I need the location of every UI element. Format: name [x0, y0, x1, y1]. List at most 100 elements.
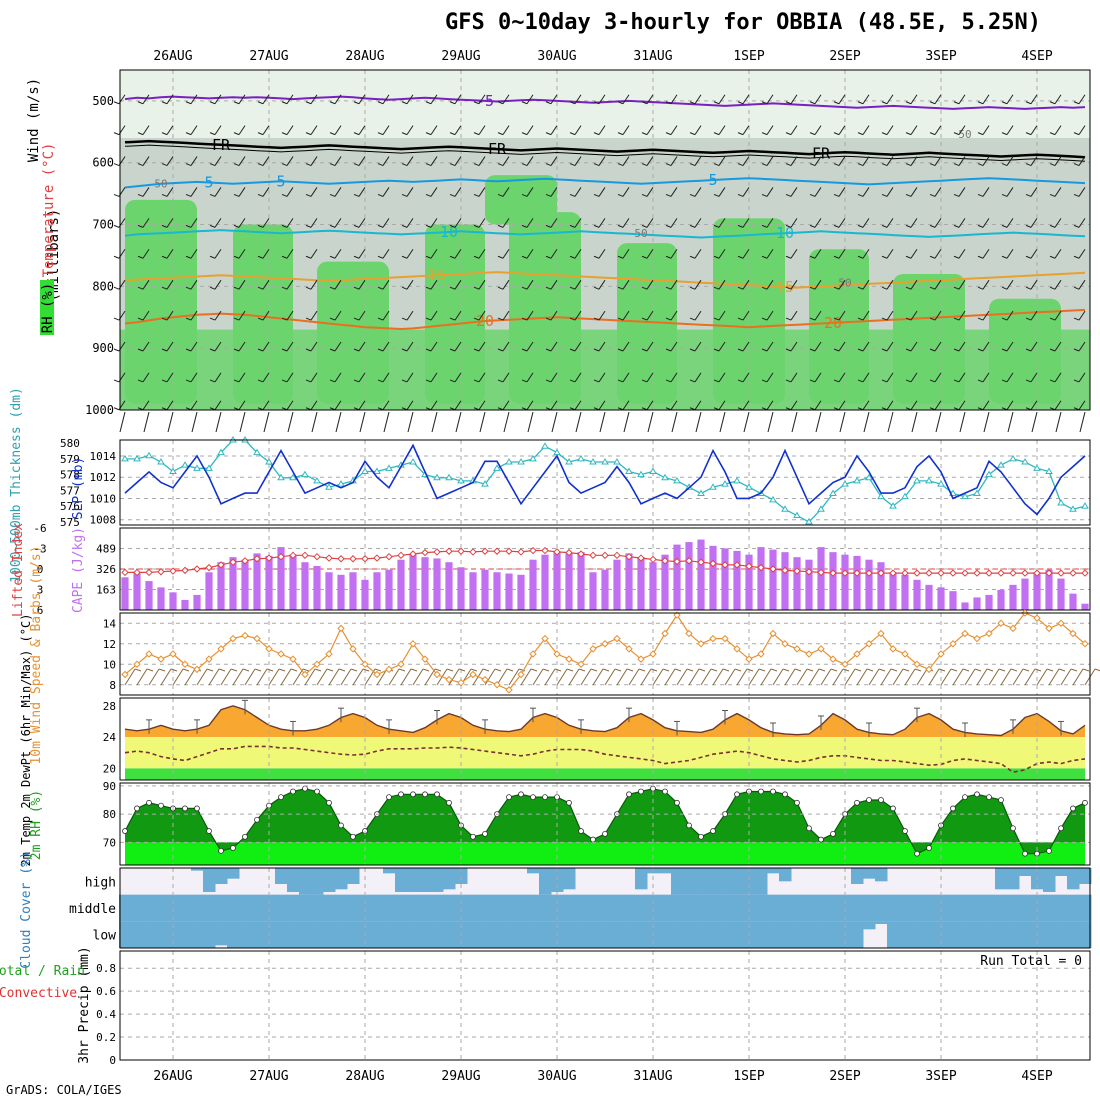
wind-barb: [358, 279, 366, 290]
surface-barb: [772, 668, 784, 686]
wind-barb: [1054, 94, 1062, 105]
wind-barb-flag: [401, 193, 408, 197]
wind-barb: [718, 372, 726, 383]
cloud-low-bar: [1055, 921, 1068, 948]
wind-barb: [838, 372, 846, 383]
surface-barb: [496, 668, 508, 686]
wind-speed-point: [793, 645, 801, 653]
cloud-high-bar: [287, 868, 300, 892]
wind-barb-flag: [425, 379, 432, 383]
thickness-point: [541, 442, 549, 449]
wind-barb: [430, 156, 438, 166]
wind-speed-point: [661, 629, 669, 638]
surface-wind-barb: [527, 411, 534, 433]
wind-barb: [694, 279, 702, 290]
thickness-point: [853, 476, 861, 484]
wind-barb-flag: [713, 193, 720, 197]
date-label-bottom: 28AUG: [345, 1069, 384, 1084]
lifted-index-point: [997, 569, 1005, 577]
wind-barb-flag: [377, 193, 384, 197]
wind-barb: [550, 400, 558, 411]
rh2m-point: [326, 799, 332, 806]
wind-barb: [478, 94, 486, 105]
wind-barb: [1078, 248, 1086, 259]
cloud-middle-bar: [371, 894, 384, 922]
cloud-high-bar: [227, 868, 240, 879]
wind-barb-flag: [1073, 132, 1080, 136]
wind-speed-point: [829, 655, 837, 663]
thickness-point: [193, 464, 201, 471]
cloud-low-bar: [395, 921, 408, 948]
wind-barb-flag: [353, 407, 360, 411]
wind-barb-flag: [113, 348, 120, 352]
wind-barb: [742, 218, 750, 228]
wind-speed-point: [913, 660, 921, 668]
wind-barb: [766, 372, 774, 383]
lifted-index-point: [145, 568, 153, 577]
wind-barb: [310, 372, 318, 383]
cloud-middle-bar: [515, 894, 528, 922]
wind-barb-flag: [713, 379, 720, 383]
wind-barb-flag: [1073, 193, 1080, 197]
rh2m-point: [506, 794, 512, 801]
wind-barb: [358, 310, 366, 321]
cloud-low-bar: [287, 921, 300, 948]
wind-barb: [670, 218, 678, 228]
wind-barb: [694, 248, 702, 259]
wind-speed-point: [517, 670, 525, 679]
wind-barb-flag: [1073, 255, 1080, 259]
wind-barb: [142, 310, 150, 321]
wind-barb: [238, 156, 246, 166]
wind-barb: [502, 248, 510, 259]
cape-bar: [913, 579, 921, 610]
wind-barb-flag: [665, 286, 672, 290]
wind-barb: [286, 94, 294, 105]
wind-barb-flag: [689, 317, 696, 321]
wind-barb: [646, 218, 654, 228]
wind-speed-point: [805, 650, 813, 658]
cloud-low-bar: [575, 921, 588, 948]
wind-barb: [382, 341, 390, 352]
wind-barb-flag: [641, 317, 648, 321]
cloud-panel-frame: [119, 867, 1091, 949]
wind-speed-point: [217, 645, 225, 653]
wind-barb: [1006, 156, 1014, 166]
wind-barb-flag: [233, 348, 240, 352]
wind-barb: [334, 372, 342, 383]
wind-barb-flag: [857, 255, 864, 259]
cape-bar: [781, 552, 789, 610]
cape-bar: [265, 555, 273, 610]
surface-wind-barb: [431, 411, 438, 433]
wind-barb-flag: [257, 255, 264, 259]
wind-barb-flag: [473, 379, 480, 383]
thickness-point: [961, 492, 969, 500]
surface-barb-flag: [1046, 668, 1054, 672]
wind-barb-flag: [233, 407, 240, 411]
rh2m-panel-frame: [119, 782, 1091, 866]
wind-barb-flag: [593, 132, 600, 136]
cloud-low-bar: [767, 921, 780, 948]
wind-barb-flag: [617, 286, 624, 290]
wind-barb-flag: [113, 163, 120, 167]
wind-barb-flag: [809, 348, 816, 352]
wind-barb-flag: [305, 348, 312, 352]
cloud-high-bar: [875, 868, 888, 882]
wind-barb: [478, 341, 486, 352]
surface-barb: [352, 668, 364, 686]
wind-barb-flag: [1073, 224, 1080, 228]
lifted-index-point: [505, 547, 513, 555]
wind-barb-flag: [641, 286, 648, 290]
wind-barb: [502, 372, 510, 383]
pressure-tick-label: 600: [92, 156, 114, 170]
thickness-point: [133, 454, 141, 462]
wind-speed-point: [193, 665, 201, 674]
cape-bar: [841, 554, 849, 610]
wind-barb-flag: [809, 193, 816, 197]
wind-barb: [670, 400, 678, 411]
wind-barb: [646, 187, 654, 197]
cloud-middle-bar: [599, 894, 612, 922]
wind-barb: [142, 187, 150, 197]
temp-contour-15: [124, 271, 1086, 289]
wind-speed-point: [553, 650, 561, 658]
wind-barb: [526, 218, 534, 228]
